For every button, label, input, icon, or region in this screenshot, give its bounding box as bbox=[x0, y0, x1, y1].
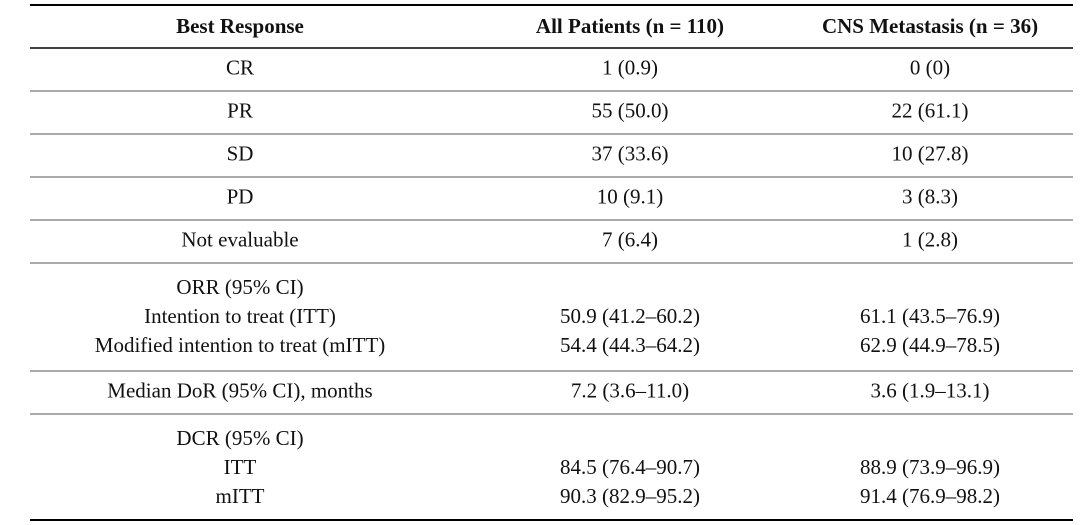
cell: 90.3 (82.9–95.2) bbox=[560, 484, 700, 508]
cell: 61.1 (43.5–76.9) bbox=[860, 304, 1000, 328]
cell: 1 (2.8) bbox=[902, 227, 958, 251]
cell: 37 (33.6) bbox=[592, 141, 669, 165]
cell: 55 (50.0) bbox=[592, 98, 669, 122]
cell: Median DoR (95% CI), months bbox=[107, 378, 372, 402]
cell: 88.9 (73.9–96.9) bbox=[860, 455, 1000, 479]
cell: 0 (0) bbox=[910, 55, 950, 79]
cell: SD bbox=[227, 141, 254, 165]
header-cell: All Patients (n = 110) bbox=[536, 14, 724, 38]
cell: Intention to treat (ITT) bbox=[144, 304, 336, 328]
cell: 62.9 (44.9–78.5) bbox=[860, 333, 1000, 357]
cell: PD bbox=[227, 184, 254, 208]
cell: 7.2 (3.6–11.0) bbox=[571, 378, 689, 402]
cell: 10 (9.1) bbox=[597, 184, 664, 208]
header-cell: CNS Metastasis (n = 36) bbox=[822, 14, 1038, 38]
cell: Modified intention to treat (mITT) bbox=[95, 333, 385, 357]
cell: 54.4 (44.3–64.2) bbox=[560, 333, 700, 357]
cell: PR bbox=[227, 98, 253, 122]
cell: 91.4 (76.9–98.2) bbox=[860, 484, 1000, 508]
cell: CR bbox=[226, 55, 254, 79]
cell: 1 (0.9) bbox=[602, 55, 658, 79]
cell: 3 (8.3) bbox=[902, 184, 958, 208]
cell: 7 (6.4) bbox=[602, 227, 658, 251]
header-cell: Best Response bbox=[176, 14, 304, 38]
cell: 3.6 (1.9–13.1) bbox=[871, 378, 990, 402]
cell: 50.9 (41.2–60.2) bbox=[560, 304, 700, 328]
group-title: ORR (95% CI) bbox=[176, 275, 303, 299]
group-title: DCR (95% CI) bbox=[176, 426, 303, 450]
cell: 22 (61.1) bbox=[892, 98, 969, 122]
cell: mITT bbox=[216, 484, 265, 508]
cell: Not evaluable bbox=[181, 227, 298, 251]
cell: ITT bbox=[224, 455, 257, 479]
cell: 10 (27.8) bbox=[892, 141, 969, 165]
cell: 84.5 (76.4–90.7) bbox=[560, 455, 700, 479]
